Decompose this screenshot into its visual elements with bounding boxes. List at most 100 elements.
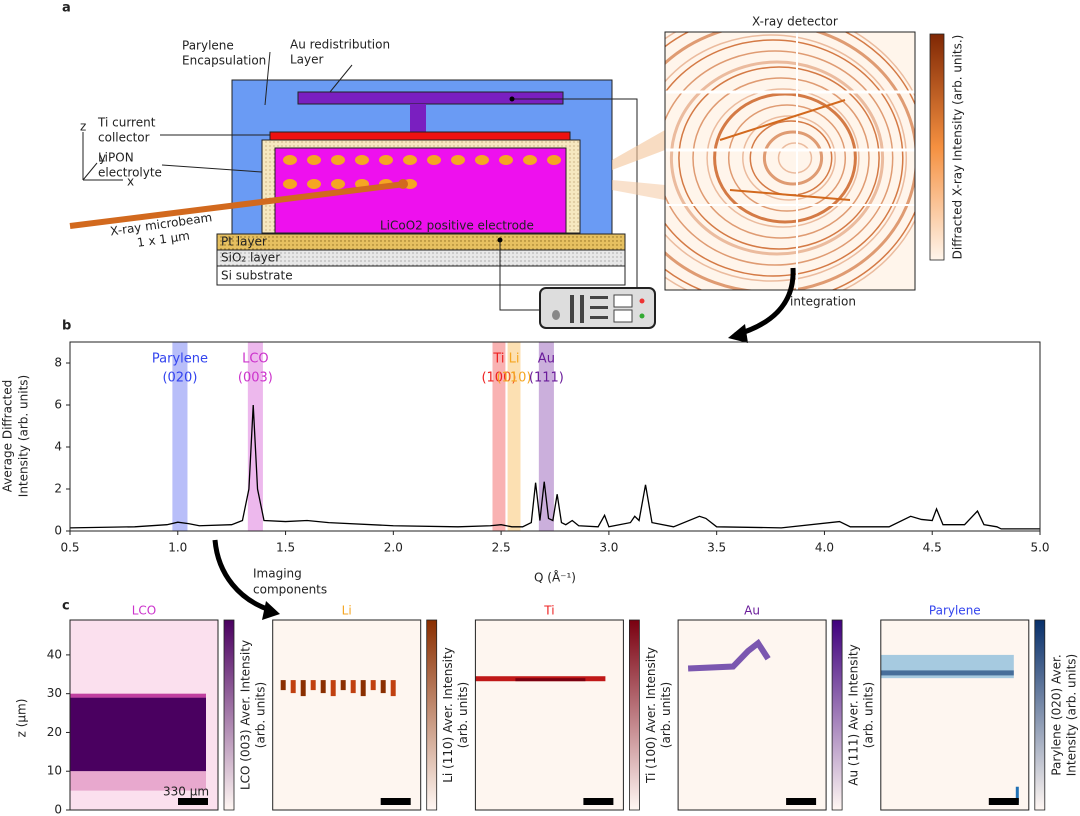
colorbar-label: (arb. units)	[659, 682, 673, 748]
x-tick-label: 4.0	[815, 541, 834, 555]
cone	[612, 180, 665, 200]
lipon-dot	[499, 155, 513, 165]
heatmap-cell	[390, 680, 396, 697]
ring	[669, 60, 885, 256]
slot	[590, 296, 608, 299]
ring	[665, 34, 908, 282]
band-label: Parylene	[152, 352, 208, 367]
y-tick-label: 0	[54, 803, 62, 816]
label: electrolyte	[98, 166, 162, 180]
slot	[570, 295, 574, 323]
label: Ti current	[97, 116, 156, 130]
x-tick-label: 1.5	[276, 541, 295, 555]
scalebar	[988, 798, 1019, 805]
heatmap-cell	[687, 638, 771, 672]
label: Au redistribution	[290, 38, 390, 52]
colorbar-label: Parylene (020) Aver.	[1049, 654, 1063, 775]
ring	[665, 39, 904, 277]
lipon-dot	[355, 155, 369, 165]
ring	[713, 92, 857, 224]
label: integration	[790, 295, 856, 309]
detector-bg	[665, 32, 915, 290]
band-label: (111)	[529, 371, 564, 386]
device	[69, 51, 665, 329]
heatmap-frame	[677, 619, 827, 811]
label: SiO₂ layer	[221, 251, 280, 265]
lipon-dot	[283, 155, 297, 165]
plot-frame	[69, 341, 1041, 532]
y-tick-label: 30	[47, 686, 62, 700]
lco-layer	[274, 147, 567, 234]
au-layer	[297, 91, 564, 105]
heatmap-cell	[340, 680, 346, 691]
lipon-dot	[331, 155, 345, 165]
band	[538, 342, 554, 531]
panel-title: Li	[342, 604, 352, 618]
ring	[692, 77, 870, 239]
label: Parylene	[182, 39, 234, 53]
beam-stop	[729, 189, 851, 201]
arrow-head	[728, 324, 748, 343]
lipon-dot	[379, 155, 393, 165]
lipon-dot	[283, 179, 297, 189]
label: Layer	[290, 53, 324, 67]
colorbar	[629, 619, 640, 811]
heatmap-cell	[330, 680, 336, 697]
label: Pt layer	[221, 235, 267, 249]
y-tick-label: 0	[54, 524, 62, 538]
heatmap-cell	[1015, 786, 1019, 803]
colorbar-label: (arb. units)	[254, 682, 268, 748]
label: LiPON	[98, 151, 134, 165]
label: Encapsulation	[182, 54, 266, 68]
lipon-dot	[307, 155, 321, 165]
y-tick-label: 10	[47, 764, 62, 778]
panel-label: c	[62, 599, 70, 614]
band	[507, 342, 521, 531]
lipon-dot	[475, 155, 489, 165]
heatmap-cell	[320, 680, 326, 694]
ring	[777, 142, 813, 174]
heatmap-cell	[370, 680, 376, 691]
panel-title: LCO	[132, 604, 157, 618]
x-axis-label: Q (Å⁻¹)	[534, 570, 576, 585]
band-label: Li	[509, 352, 520, 367]
ti-layer	[269, 131, 571, 141]
heatmap-cell	[350, 680, 356, 694]
colorbar-label: Au (111) Aver. Intensity	[847, 644, 861, 785]
arrow-head	[262, 601, 280, 620]
colorbar-label: (arb. units)	[456, 682, 470, 748]
beam-stop	[719, 99, 846, 141]
led	[639, 298, 645, 304]
lipon-dot	[403, 155, 417, 165]
slot	[590, 306, 608, 309]
band-label: LCO	[242, 352, 269, 367]
colorbar-label: Ti (100) Aver. Intensity	[644, 647, 658, 784]
heatmap-bg	[475, 620, 624, 810]
colorbar	[426, 619, 438, 811]
label: Imaging	[253, 567, 302, 581]
band-label: (003)	[238, 371, 273, 386]
y-axis-label: z (μm)	[15, 699, 29, 738]
label: collector	[98, 131, 150, 145]
scalebar	[178, 798, 208, 805]
cone	[612, 130, 665, 170]
heatmap-cell	[515, 678, 586, 682]
heatmap-cell	[290, 680, 296, 694]
band-label: Au	[538, 352, 555, 367]
y-tick-label: 2	[54, 482, 62, 496]
knob	[552, 310, 560, 320]
y-axis-label: Average Diffracted	[1, 380, 15, 493]
x-tick-label: 0.5	[60, 541, 79, 555]
slot	[590, 316, 608, 319]
contact	[509, 96, 515, 102]
y-tick-label: 6	[54, 398, 62, 412]
pointer	[329, 64, 353, 93]
heatmap-cell	[70, 697, 206, 772]
led	[639, 313, 645, 319]
colorbar	[1034, 619, 1046, 811]
ring	[762, 130, 824, 186]
band-label: Ti	[492, 352, 504, 367]
scalebar	[380, 798, 411, 805]
colorbar-label: (arb. units)	[862, 682, 876, 748]
